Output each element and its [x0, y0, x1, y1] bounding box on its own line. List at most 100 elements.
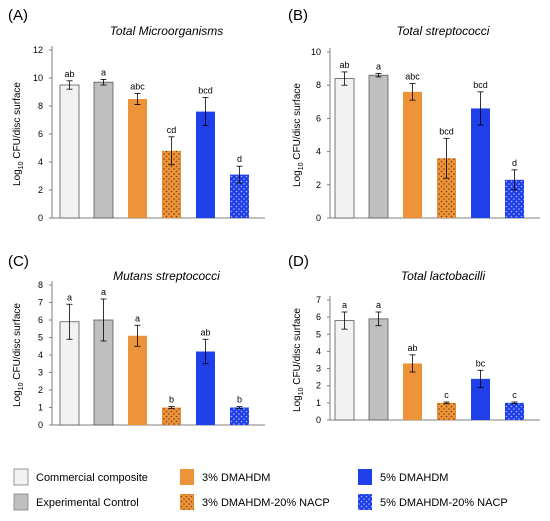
bar: [334, 78, 355, 219]
legend-item: 5% DMAHDM: [358, 469, 448, 485]
bar: [93, 81, 114, 219]
y-axis-label: Log10 CFU/disc surface: [12, 82, 25, 186]
y-tick-label: 2: [316, 381, 321, 391]
bar: [230, 174, 249, 218]
y-tick-label: 7: [316, 295, 321, 305]
y-tick-label: 12: [33, 45, 43, 55]
significance-label: c: [512, 390, 517, 400]
bar: [471, 378, 490, 420]
significance-label: b: [237, 395, 242, 405]
bar: [230, 407, 249, 425]
legend-swatch: [13, 493, 29, 511]
bar: [162, 150, 181, 218]
y-tick-label: 8: [316, 80, 321, 90]
panel-letter: (B): [288, 7, 308, 24]
significance-label: a: [376, 62, 381, 72]
y-tick-label: 3: [316, 364, 321, 374]
y-tick-label: 0: [38, 420, 43, 430]
legend: Commercial composite Experimental Control…: [13, 468, 508, 511]
legend-label: 3% DMAHDM: [202, 472, 270, 484]
legend-item: Experimental Control: [13, 493, 139, 511]
legend-label: Experimental Control: [36, 497, 139, 509]
significance-label: abc: [405, 72, 420, 82]
legend-swatch: [180, 494, 194, 510]
legend-label: 3% DMAHDM-20% NACP: [202, 497, 330, 509]
y-axis-label: Log10 CFU/disc surface: [292, 308, 305, 412]
bar: [505, 402, 524, 420]
panel-letter: (A): [8, 7, 28, 24]
significance-label: bcd: [473, 80, 488, 90]
bar: [59, 84, 80, 219]
bar: [471, 108, 490, 218]
significance-label: ab: [339, 60, 349, 70]
legend-label: 5% DMAHDM-20% NACP: [380, 497, 508, 509]
chart-panel: (B) Total streptococci 0 2 4 6 8 10 Log10 CFU/di…: [288, 7, 540, 223]
bar: [196, 111, 215, 218]
y-tick-label: 4: [316, 346, 321, 356]
significance-label: a: [342, 300, 347, 310]
y-tick-label: 5: [38, 333, 43, 343]
significance-label: c: [444, 390, 449, 400]
chart-panel: (D) Total lactobacilli 0 1 2 3 4 5 6 7 Log10 CFU/d…: [288, 253, 540, 425]
significance-label: d: [237, 154, 242, 164]
y-tick-label: 4: [316, 147, 321, 157]
bar: [162, 407, 181, 425]
y-tick-label: 4: [38, 157, 43, 167]
significance-label: d: [512, 158, 517, 168]
chart-title: Mutans streptococci: [113, 269, 220, 283]
legend-item: Commercial composite: [13, 468, 148, 486]
bar: [437, 402, 456, 420]
y-tick-label: 6: [316, 113, 321, 123]
legend-label: 5% DMAHDM: [380, 472, 448, 484]
y-tick-label: 6: [38, 129, 43, 139]
chart-title: Total streptococci: [397, 24, 490, 38]
y-axis-label: Log10 CFU/disc surface: [292, 83, 305, 187]
y-axis-label: Log10 CFU/disc surface: [12, 303, 25, 407]
y-tick-label: 4: [38, 350, 43, 360]
y-tick-label: 0: [316, 213, 321, 223]
significance-label: a: [101, 67, 106, 77]
y-tick-label: 10: [33, 73, 43, 83]
legend-item: 3% DMAHDM-20% NACP: [180, 494, 330, 510]
significance-label: ab: [64, 69, 74, 79]
chart-title: Total lactobacilli: [401, 269, 486, 283]
y-tick-label: 6: [316, 312, 321, 322]
significance-label: a: [101, 287, 106, 297]
legend-swatch: [358, 469, 372, 485]
y-tick-label: 0: [38, 213, 43, 223]
chart-title: Total Microorganisms: [110, 24, 224, 38]
significance-label: bcd: [439, 126, 454, 136]
significance-label: a: [376, 300, 381, 310]
legend-swatch: [358, 494, 372, 510]
y-tick-label: 10: [311, 47, 321, 57]
legend-item: 5% DMAHDM-20% NACP: [358, 494, 508, 510]
bar: [368, 74, 389, 219]
significance-label: bcd: [198, 86, 213, 96]
bar: [196, 351, 215, 425]
significance-label: ab: [200, 327, 210, 337]
y-tick-label: 2: [316, 180, 321, 190]
y-tick-label: 6: [38, 315, 43, 325]
y-tick-label: 1: [38, 403, 43, 413]
significance-label: b: [169, 395, 174, 405]
y-tick-label: 3: [38, 368, 43, 378]
y-tick-label: 5: [316, 329, 321, 339]
significance-label: a: [67, 292, 72, 302]
chart-panel: (C) Mutans streptococci 0 1 2 3 4 5 6 7 8 Log10 CFU…: [8, 253, 265, 430]
bar: [128, 99, 147, 218]
legend-label: Commercial composite: [36, 472, 148, 484]
panel-letter: (C): [8, 253, 29, 270]
y-tick-label: 0: [316, 415, 321, 425]
bar: [505, 179, 524, 218]
significance-label: cd: [167, 125, 177, 135]
y-tick-label: 8: [38, 101, 43, 111]
chart-panel: (A) Total Microorganisms 0 2 4 6 8 10 12 Log10 CF…: [8, 7, 265, 223]
panel-letter: (D): [288, 253, 309, 270]
legend-swatch: [180, 469, 194, 485]
significance-label: ab: [407, 343, 417, 353]
legend-item: 3% DMAHDM: [180, 469, 270, 485]
bar: [437, 158, 456, 218]
bar: [334, 320, 355, 421]
